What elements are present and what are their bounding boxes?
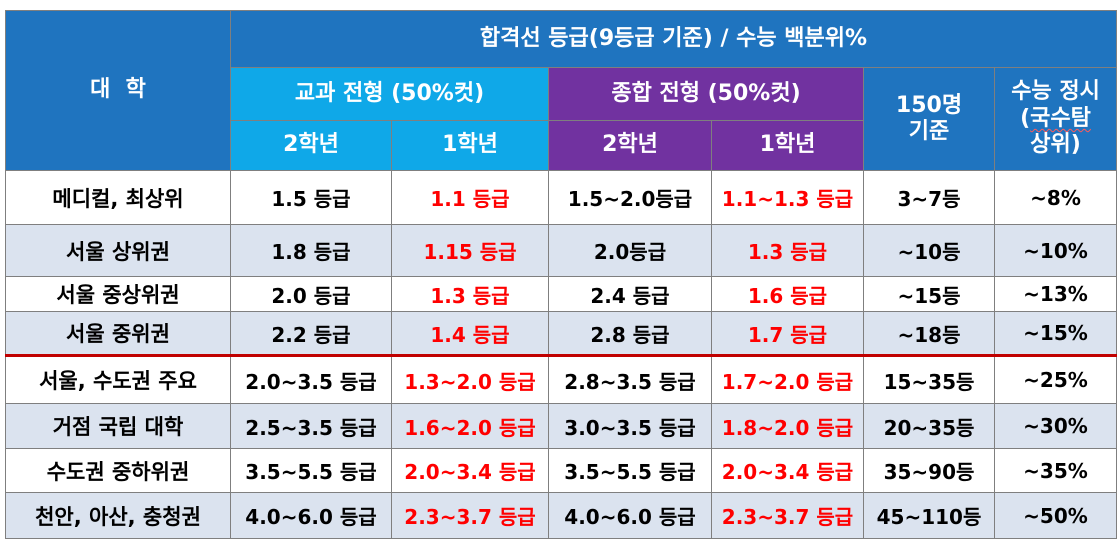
header-row-3: 2학년 1학년 2학년 1학년 — [6, 120, 1117, 171]
gyogwa-grade1-value: 1.4 등급 — [391, 311, 549, 356]
gyogwa-grade1-value: 1.15 등급 — [391, 224, 549, 277]
header-row-2: 교과 전형 (50%컷) 종합 전형 (50%컷) 150명 기준 수능 정시 … — [6, 67, 1117, 171]
jonghap-grade2-value: 2.8~3.5 등급 — [548, 354, 712, 404]
gyogwa-grade2-value: 1.5 등급 — [230, 170, 392, 225]
suneung-line1: 수능 정시 — [1011, 79, 1100, 105]
suneung-header: 수능 정시 (국수탐 상위) — [994, 67, 1117, 171]
jonghap-grade1-value: 1.7 등급 — [711, 311, 864, 356]
jonghap-header: 종합 전형 (50%컷) — [548, 67, 864, 121]
university-name: 서울 중위권 — [5, 311, 231, 356]
suneung-percent-value: ~10% — [994, 224, 1117, 277]
jonghap-grade1-value: 1.7~2.0 등급 — [711, 354, 864, 404]
suneung-percent-value: ~25% — [994, 354, 1117, 404]
suneung-percent-value: ~15% — [994, 311, 1117, 356]
rank150-value: ~10등 — [863, 224, 995, 277]
table-row: 서울 상위권 1.8 등급 1.15 등급 2.0등급 1.3 등급 ~10등 … — [5, 224, 1117, 277]
suneung-percent-value: ~8% — [994, 170, 1117, 225]
rank150-header: 150명 기준 — [863, 67, 995, 171]
suneung-line3: 상위) — [1030, 132, 1081, 158]
jonghap-grade2-value: 2.8 등급 — [548, 311, 712, 356]
university-name: 천안, 아산, 충청권 — [5, 492, 231, 539]
admission-cutoff-table: 대 학 합격선 등급(9등급 기준) / 수능 백분위% 교과 전형 (50%컷… — [5, 10, 1117, 539]
jonghap-grade1-value: 2.3~3.7 등급 — [711, 492, 864, 539]
jonghap-grade1-value: 1.3 등급 — [711, 224, 864, 277]
gyogwa-grade2-value: 2.0 등급 — [230, 276, 392, 312]
table-row: 거점 국립 대학 2.5~3.5 등급 1.6~2.0 등급 3.0~3.5 등… — [5, 403, 1117, 449]
university-name: 수도권 중하위권 — [5, 448, 231, 493]
jonghap-grade1-value: 1.8~2.0 등급 — [711, 403, 864, 449]
gyogwa-grade1-value: 2.0~3.4 등급 — [391, 448, 549, 493]
jonghap-grade1-value: 1.6 등급 — [711, 276, 864, 312]
jonghap-grade2-value: 2.4 등급 — [548, 276, 712, 312]
jonghap-grade2-value: 2.0등급 — [548, 224, 712, 277]
gyogwa-grade2-value: 4.0~6.0 등급 — [230, 492, 392, 539]
gyogwa-header: 교과 전형 (50%컷) — [230, 67, 549, 121]
jonghap-grade1-value: 1.1~1.3 등급 — [711, 170, 864, 225]
jonghap-grade2-header: 2학년 — [548, 120, 712, 171]
header-row-1: 대 학 합격선 등급(9등급 기준) / 수능 백분위% — [5, 10, 1117, 171]
rank150-line1: 150명 — [895, 92, 963, 118]
rank150-value: 45~110등 — [863, 492, 995, 539]
rank150-value: ~18등 — [863, 311, 995, 356]
gyogwa-grade2-header: 2학년 — [230, 120, 392, 171]
jonghap-grade2-value: 3.0~3.5 등급 — [548, 403, 712, 449]
table-row: 수도권 중하위권 3.5~5.5 등급 2.0~3.4 등급 3.5~5.5 등… — [5, 448, 1117, 493]
main-title-header: 합격선 등급(9등급 기준) / 수능 백분위% — [230, 10, 1117, 68]
suneung-percent-value: ~13% — [994, 276, 1117, 312]
gyogwa-grade1-header: 1학년 — [391, 120, 549, 171]
suneung-line2-word: 국수탐 — [1030, 105, 1091, 131]
gyogwa-grade1-value: 1.6~2.0 등급 — [391, 403, 549, 449]
table-row: 메디컬, 최상위 1.5 등급 1.1 등급 1.5~2.0등급 1.1~1.3… — [5, 170, 1117, 225]
jonghap-grade1-value: 2.0~3.4 등급 — [711, 448, 864, 493]
gyogwa-grade1-value: 2.3~3.7 등급 — [391, 492, 549, 539]
suneung-line2-pre: ( — [1020, 105, 1031, 131]
suneung-percent-value: ~30% — [994, 403, 1117, 449]
gyogwa-grade1-value: 1.3 등급 — [391, 276, 549, 312]
suneung-percent-value: ~50% — [994, 492, 1117, 539]
jonghap-grade2-value: 1.5~2.0등급 — [548, 170, 712, 225]
gyogwa-grade1-value: 1.3~2.0 등급 — [391, 354, 549, 404]
table-row: 서울 중위권 2.2 등급 1.4 등급 2.8 등급 1.7 등급 ~18등 … — [5, 311, 1117, 356]
jonghap-grade1-header: 1학년 — [711, 120, 864, 171]
rank150-value: 3~7등 — [863, 170, 995, 225]
rank150-value: 15~35등 — [863, 354, 995, 404]
rank150-line2: 기준 — [908, 119, 950, 144]
university-name: 서울, 수도권 주요 — [5, 354, 231, 404]
university-name: 거점 국립 대학 — [5, 403, 231, 449]
university-name: 서울 중상위권 — [5, 276, 231, 312]
jonghap-grade2-value: 3.5~5.5 등급 — [548, 448, 712, 493]
rank150-value: 20~35등 — [863, 403, 995, 449]
gyogwa-grade1-value: 1.1 등급 — [391, 170, 549, 225]
university-name: 메디컬, 최상위 — [5, 170, 231, 225]
gyogwa-grade2-value: 1.8 등급 — [230, 224, 392, 277]
gyogwa-grade2-value: 3.5~5.5 등급 — [230, 448, 392, 493]
table-row: 서울 중상위권 2.0 등급 1.3 등급 2.4 등급 1.6 등급 ~15등… — [5, 276, 1117, 312]
jonghap-grade2-value: 4.0~6.0 등급 — [548, 492, 712, 539]
university-name: 서울 상위권 — [5, 224, 231, 277]
table-row: 서울, 수도권 주요 2.0~3.5 등급 1.3~2.0 등급 2.8~3.5… — [5, 354, 1117, 404]
rank150-value: 35~90등 — [863, 448, 995, 493]
gyogwa-grade2-value: 2.2 등급 — [230, 311, 392, 356]
suneung-percent-value: ~35% — [994, 448, 1117, 493]
rank150-value: ~15등 — [863, 276, 995, 312]
gyogwa-grade2-value: 2.5~3.5 등급 — [230, 403, 392, 449]
university-header: 대 학 — [5, 10, 231, 171]
table-row: 천안, 아산, 충청권 4.0~6.0 등급 2.3~3.7 등급 4.0~6.… — [5, 492, 1117, 539]
gyogwa-grade2-value: 2.0~3.5 등급 — [230, 354, 392, 404]
